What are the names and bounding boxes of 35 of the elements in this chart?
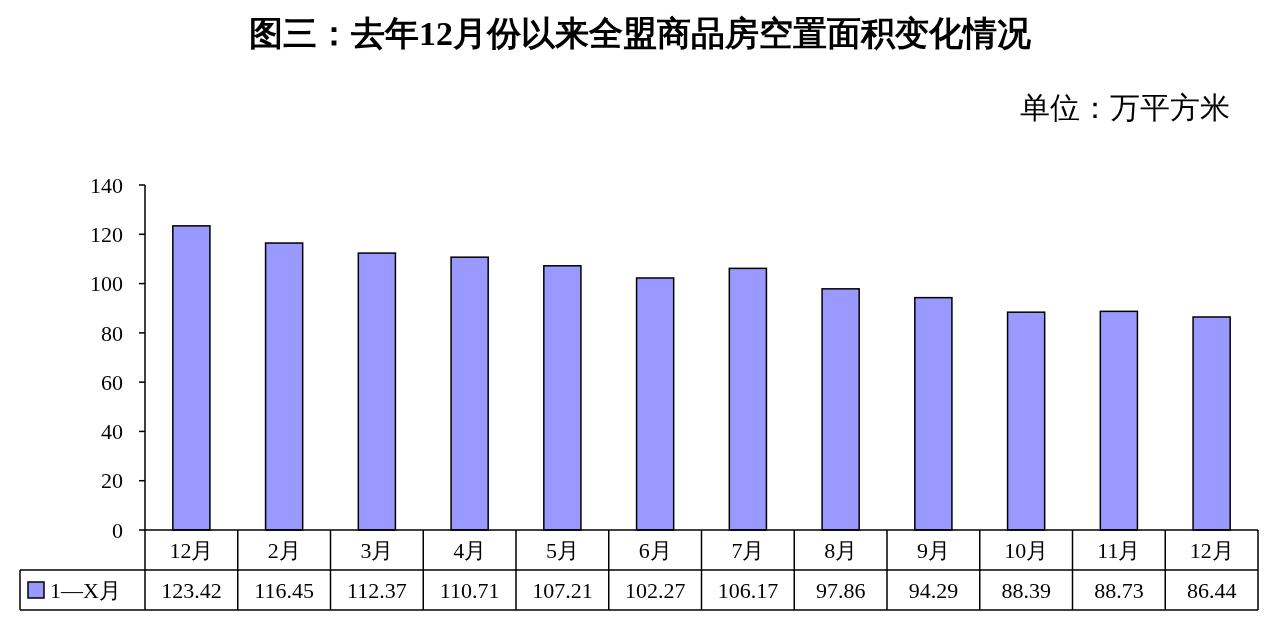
data-label: 86.44	[1186, 577, 1237, 603]
y-tick-label: 100	[90, 271, 123, 297]
x-tick-label: 3月	[360, 537, 394, 563]
x-tick-label: 12月	[169, 537, 214, 563]
y-tick-label: 20	[101, 468, 123, 494]
chart-title: 图三：去年12月份以来全盟商品房空置面积变化情况	[249, 15, 1032, 52]
y-tick-label: 0	[112, 517, 123, 543]
data-label: 97.86	[815, 577, 866, 603]
data-label: 88.39	[1001, 577, 1051, 603]
y-tick-label: 140	[90, 172, 123, 198]
legend-label: 1—X月	[50, 577, 121, 603]
data-label: 123.42	[161, 577, 222, 603]
data-label: 112.37	[347, 577, 407, 603]
data-label: 106.17	[717, 577, 779, 603]
y-tick-label: 80	[101, 320, 123, 346]
y-tick-label: 60	[101, 369, 123, 395]
x-tick-label: 2月	[267, 537, 301, 563]
data-label: 102.27	[624, 577, 686, 603]
x-tick-label: 6月	[638, 537, 672, 563]
data-label: 94.29	[908, 577, 959, 603]
x-tick-label: 10月	[1004, 537, 1049, 563]
text: 单位：万平方米	[1020, 91, 1230, 124]
data-label: 107.21	[532, 577, 593, 603]
x-tick-label: 11月	[1097, 537, 1141, 563]
x-tick-label: 7月	[731, 537, 765, 563]
x-tick-label: 12月	[1189, 537, 1234, 563]
x-tick-label: 8月	[824, 537, 858, 563]
y-tick-label: 40	[101, 419, 123, 445]
data-label: 116.45	[254, 577, 314, 603]
x-tick-label: 5月	[545, 537, 579, 563]
x-tick-label: 4月	[453, 537, 487, 563]
data-label: 110.71	[439, 577, 500, 603]
y-tick-label: 120	[90, 221, 123, 247]
data-label: 88.73	[1094, 577, 1144, 603]
x-tick-label: 9月	[916, 537, 950, 563]
